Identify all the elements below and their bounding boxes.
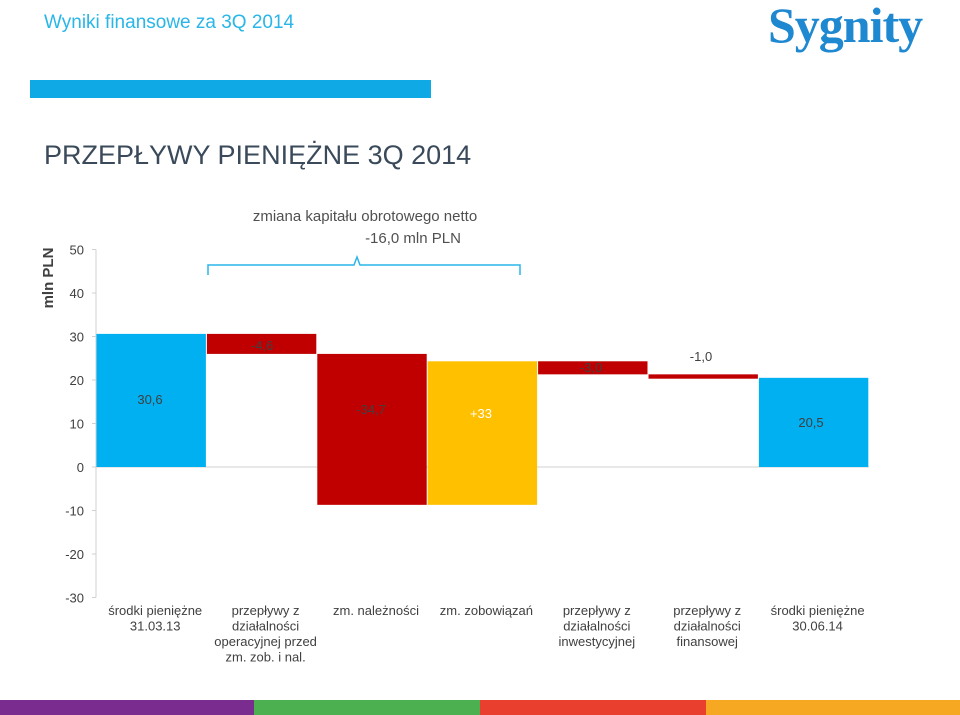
category-label: środki pieniężne	[771, 603, 865, 618]
category-label: przepływy z	[673, 603, 741, 618]
stripe-green	[254, 700, 480, 715]
data-label-2: -4,6	[251, 338, 273, 353]
bottom-stripes	[0, 700, 960, 715]
category-label: przepływy z	[232, 603, 300, 618]
y-axis-title: mln PLN	[40, 248, 57, 309]
bar-2	[206, 333, 317, 354]
y-tick-label: 0	[77, 460, 84, 475]
y-tick-label: 10	[70, 417, 84, 432]
slide-title: PRZEPŁYWY PIENIĘŻNE 3Q 2014	[44, 140, 472, 170]
bar-4	[427, 361, 538, 505]
category-label: finansowej	[676, 634, 738, 649]
category-label: działalności	[674, 619, 741, 634]
bar-5	[538, 361, 648, 375]
y-tick-label: 40	[70, 286, 84, 301]
y-tick-label: -20	[65, 547, 84, 562]
category-label: inwestycyjnej	[559, 634, 636, 649]
data-label-7: 20,5	[798, 415, 823, 430]
stripe-orange	[706, 700, 960, 715]
bar-6	[648, 374, 758, 379]
category-label: 31.03.13	[130, 619, 181, 634]
category-label: przepływy z	[563, 603, 631, 618]
data-label-3: -34,7	[356, 402, 386, 417]
y-tick-label: 20	[70, 373, 84, 388]
header-title: Wyniki finansowe za 3Q 2014	[44, 12, 295, 33]
waterfall-chart: 50 40 30 20 10 0 -10 -20 -30 mln PLN 30,6 -4,6 -34,…	[40, 208, 869, 665]
data-label-4: +33	[470, 406, 492, 421]
data-label-5: -3,0	[580, 360, 602, 375]
category-label: zm. zob. i nal.	[225, 650, 305, 665]
annotation-line1: zmiana kapitału obrotowego netto	[253, 208, 477, 225]
y-tick-label: -10	[65, 504, 84, 519]
y-tick-label: -30	[65, 591, 84, 606]
annotation-line2: -16,0 mln PLN	[365, 230, 461, 247]
category-label: działalności	[232, 619, 299, 634]
category-label: zm. należności	[333, 603, 419, 618]
stripe-red	[480, 700, 706, 715]
bar-7	[758, 377, 869, 467]
accent-bar	[30, 80, 431, 98]
category-label: środki pieniężne	[108, 603, 202, 618]
data-label-6: -1,0	[690, 349, 712, 364]
bar-3	[317, 353, 427, 505]
stripe-purple	[0, 700, 254, 715]
category-label: 30.06.14	[792, 619, 843, 634]
sygnity-logo: Sygnity	[768, 0, 923, 53]
y-tick-label: 50	[70, 243, 84, 258]
annotation-bracket	[207, 254, 521, 275]
category-label: operacyjnej przed	[214, 634, 317, 649]
category-label: zm. zobowiązań	[440, 603, 533, 618]
data-label-1: 30,6	[137, 392, 162, 407]
bar-1	[96, 333, 206, 467]
category-label: działalności	[563, 619, 630, 634]
y-tick-label: 30	[70, 330, 84, 345]
